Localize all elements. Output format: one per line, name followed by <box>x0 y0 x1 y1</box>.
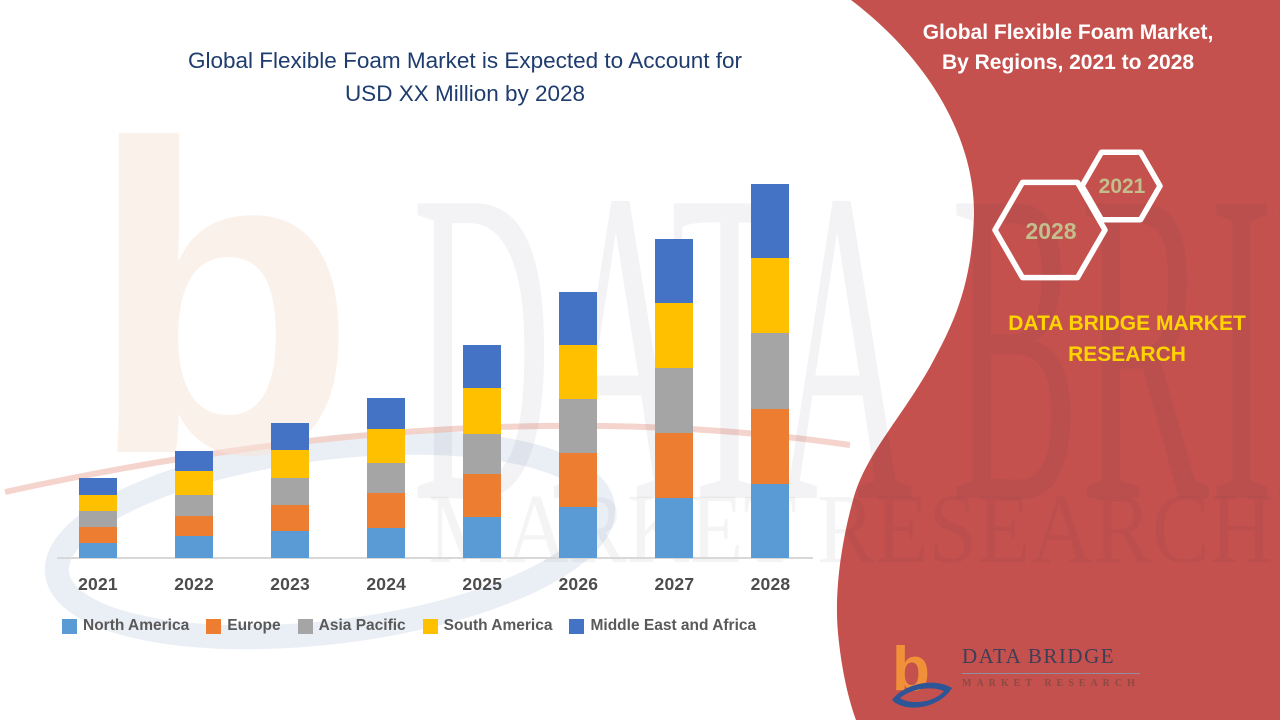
bar-segment-europe <box>367 493 406 528</box>
bar-segment-europe <box>79 527 117 543</box>
legend-item-asia-pacific: Asia Pacific <box>297 617 406 635</box>
bar-segment-south-america <box>655 303 694 368</box>
bar-segment-middle-east-and-africa <box>271 423 310 450</box>
bar-segment-north-america <box>367 528 406 558</box>
bar-segment-south-america <box>271 450 310 478</box>
legend-item-europe: Europe <box>206 617 281 635</box>
bar-segment-middle-east-and-africa <box>367 398 406 429</box>
bar-segment-asia-pacific <box>751 333 790 409</box>
legend-swatch <box>297 618 313 634</box>
bar-segment-north-america <box>751 484 790 558</box>
stacked-bar-2027 <box>655 239 694 558</box>
bar-segment-north-america <box>79 543 117 558</box>
chart-title-line1: Global Flexible Foam Market is Expected … <box>188 48 742 73</box>
bar-segment-asia-pacific <box>175 495 214 516</box>
bar-segment-europe <box>463 474 502 517</box>
bar-segment-asia-pacific <box>463 434 502 474</box>
stacked-bar-2024 <box>367 398 406 558</box>
legend-swatch <box>62 618 77 634</box>
bar-segment-middle-east-and-africa <box>463 345 502 388</box>
bar-segment-asia-pacific <box>655 368 694 433</box>
bar-segment-middle-east-and-africa <box>559 292 598 345</box>
hexagon-large-label: 2028 <box>1025 218 1077 244</box>
footer-logo-name: DATA BRIDGE <box>962 644 1140 674</box>
bar-segment-asia-pacific <box>271 478 310 505</box>
bar-segment-asia-pacific <box>79 511 117 527</box>
legend-item-north-america: North America <box>62 617 189 635</box>
x-axis-label-2028: 2028 <box>750 574 791 594</box>
bar-segment-middle-east-and-africa <box>175 451 214 471</box>
footer-logo-mark: b <box>892 635 952 708</box>
x-axis-label-2024: 2024 <box>366 574 407 594</box>
bar-segment-europe <box>751 409 790 484</box>
stacked-bar-2023 <box>271 423 310 558</box>
x-axis-label-2027: 2027 <box>654 574 695 594</box>
chart-title: Global Flexible Foam Market is Expected … <box>115 44 815 110</box>
bar-segment-south-america <box>463 388 502 434</box>
bar-segment-europe <box>175 516 214 536</box>
logo-b-icon: b <box>892 635 930 704</box>
stacked-bar-2026 <box>559 292 598 558</box>
bar-segment-south-america <box>367 429 406 463</box>
brand-text-line2: RESEARCH <box>1068 343 1186 366</box>
brand-text-line1: DATA BRIDGE MARKET <box>1008 312 1246 335</box>
bar-segment-north-america <box>559 507 598 558</box>
bar-segment-south-america <box>751 258 790 333</box>
bar-segment-europe <box>655 433 694 498</box>
x-axis-label-2021: 2021 <box>78 574 118 594</box>
hexagon-small-label: 2021 <box>1098 175 1146 198</box>
footer-logo-text: DATA BRIDGE MARKET RESEARCH <box>962 634 1140 716</box>
x-axis-label-2026: 2026 <box>558 574 599 594</box>
footer-logo: b DATA BRIDGE MARKET RESEARCH <box>890 634 1160 716</box>
bar-segment-north-america <box>271 531 310 558</box>
legend-item-middle-east-and-africa: Middle East and Africa <box>569 617 756 635</box>
chart-title-line2: USD XX Million by 2028 <box>344 81 586 106</box>
legend-swatch <box>569 618 585 634</box>
x-axis-line <box>57 557 813 559</box>
legend-swatch <box>206 618 222 634</box>
legend-label: South America <box>443 617 553 634</box>
bar-segment-europe <box>559 453 598 507</box>
bar-segment-south-america <box>559 345 598 399</box>
bar-segment-asia-pacific <box>367 463 406 493</box>
bar-segment-middle-east-and-africa <box>79 478 117 495</box>
x-axis-label-2023: 2023 <box>270 574 310 594</box>
bar-segment-south-america <box>175 471 214 495</box>
legend-swatch <box>422 618 438 634</box>
panel-heading-line2: By Regions, 2021 to 2028 <box>941 51 1195 74</box>
bar-segment-north-america <box>463 517 502 558</box>
x-axis-label-2022: 2022 <box>174 574 214 594</box>
bar-segment-asia-pacific <box>559 399 598 453</box>
bar-segment-europe <box>271 505 310 531</box>
stacked-bar-2021 <box>79 478 117 558</box>
panel-heading: Global Flexible Foam Market, By Regions,… <box>913 18 1223 78</box>
bar-segment-middle-east-and-africa <box>751 184 790 258</box>
bar-segment-middle-east-and-africa <box>655 239 694 303</box>
bar-segment-north-america <box>175 536 214 558</box>
bar-segment-north-america <box>655 498 694 558</box>
panel-heading-line1: Global Flexible Foam Market, <box>922 21 1214 44</box>
x-axis-label-2025: 2025 <box>462 574 503 594</box>
bar-segment-south-america <box>79 495 117 511</box>
legend-label: Asia Pacific <box>318 617 406 634</box>
legend-item-south-america: South America <box>422 617 553 635</box>
legend-label: North America <box>83 617 190 634</box>
footer-logo-tagline: MARKET RESEARCH <box>962 678 1140 689</box>
stacked-bar-2025 <box>463 345 502 558</box>
legend-label: Middle East and Africa <box>590 617 757 634</box>
chart-legend: North America Europe Asia Pacific South Ame… <box>62 617 756 635</box>
brand-text: DATA BRIDGE MARKET RESEARCH <box>967 308 1280 370</box>
legend-label: Europe <box>227 617 281 634</box>
stacked-bar-2022 <box>175 451 214 558</box>
stacked-bar-2028 <box>751 184 790 558</box>
